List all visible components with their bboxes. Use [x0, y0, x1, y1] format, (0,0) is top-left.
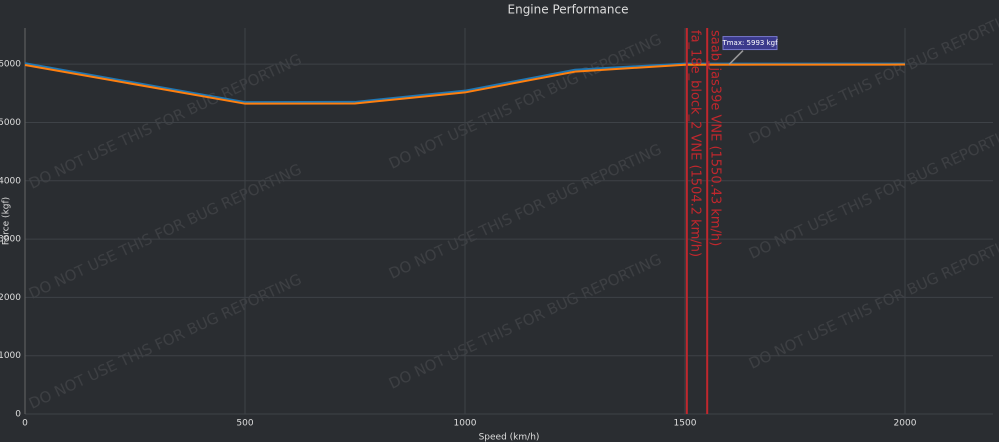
y-tick-label: 2000: [0, 293, 21, 303]
annotation-box: [722, 36, 778, 51]
x-tick-label: 2000: [894, 419, 917, 429]
chart-title: Engine Performance: [508, 3, 629, 17]
vne-label: fa_18e_block_2 VNE (1504.2 km/h): [687, 30, 702, 257]
x-tick-label: 0: [22, 419, 28, 429]
y-tick-label: 0: [15, 410, 21, 420]
x-tick-label: 1500: [674, 419, 697, 429]
annotation-arrow: [728, 50, 744, 66]
x-tick-label: 500: [236, 419, 253, 429]
y-tick-label: 1000: [0, 351, 21, 361]
annotation-text: Tmax: 5993 kgf: [721, 39, 778, 47]
x-axis-label: Speed (km/h): [479, 433, 540, 442]
series-line: [24, 63, 906, 105]
series-line: [24, 62, 905, 104]
y-tick-label: 5000: [0, 118, 21, 128]
vne-label: saab_jas39e VNE (1550.43 km/h): [708, 30, 723, 246]
y-tick-label: 6000: [0, 60, 21, 70]
y-axis-label: Force (kgf): [2, 197, 12, 245]
x-tick-label: 1000: [454, 419, 477, 429]
y-tick-label: 4000: [0, 176, 21, 186]
y-tick-label: 3000: [0, 235, 21, 245]
